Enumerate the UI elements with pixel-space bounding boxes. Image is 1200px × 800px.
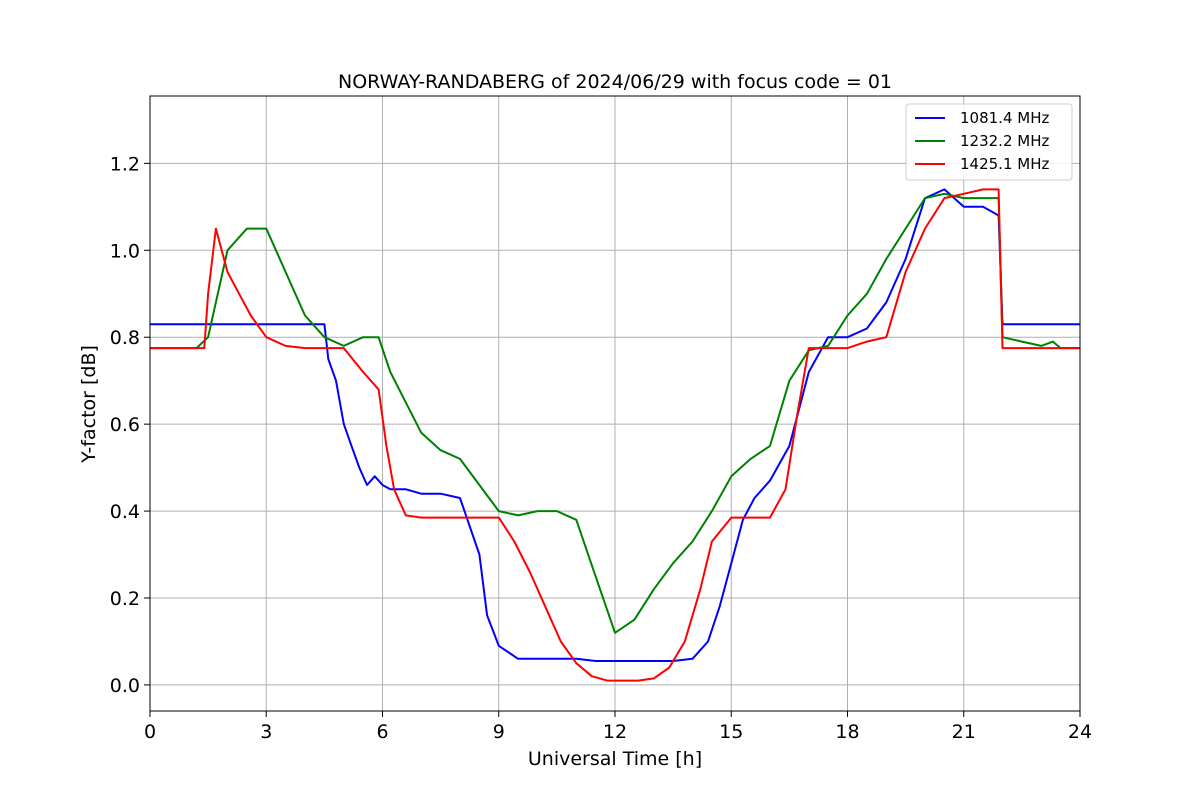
y-tick-label: 0.6 [110,414,140,436]
chart-title: NORWAY-RANDABERG of 2024/06/29 with focu… [338,71,892,93]
x-tick-label: 12 [603,721,627,743]
series-line-1425-mhz [150,188,1080,682]
y-axis-label: Y-factor [dB] [78,345,100,464]
x-tick-label: 18 [835,721,859,743]
ticks: 0 3 6 9 12 15 18 21 24 0.0 0.2 0.4 0.6 0.8 1.0 1.2 [110,153,1092,743]
legend-label-2: 1232.2 MHz [960,132,1049,150]
x-tick-label: 6 [376,721,388,743]
y-tick-label: 1.0 [110,240,140,262]
legend-label-3: 1425.1 MHz [960,155,1049,173]
x-tick-label: 3 [260,721,272,743]
x-tick-label: 15 [719,721,743,743]
y-tick-label: 0.8 [110,327,140,349]
y-tick-label: 0.4 [110,501,140,523]
x-tick-label: 9 [493,721,505,743]
legend-box [905,103,1073,181]
y-tick-label: 0.2 [110,588,140,610]
series-line-1232-mhz [150,192,1080,634]
legend-label-1: 1081.4 MHz [960,109,1049,127]
x-tick-label: 0 [144,721,156,743]
x-tick-label: 21 [952,721,976,743]
x-axis-label: Universal Time [h] [528,748,702,770]
y-tick-label: 0.0 [110,675,140,697]
series-layer [150,188,1080,682]
series-line-1081-mhz [150,188,1080,662]
y-tick-label: 1.2 [110,153,140,175]
legend: 1081.4 MHz 1232.2 MHz 1425.1 MHz [905,103,1073,181]
x-tick-label: 24 [1068,721,1092,743]
